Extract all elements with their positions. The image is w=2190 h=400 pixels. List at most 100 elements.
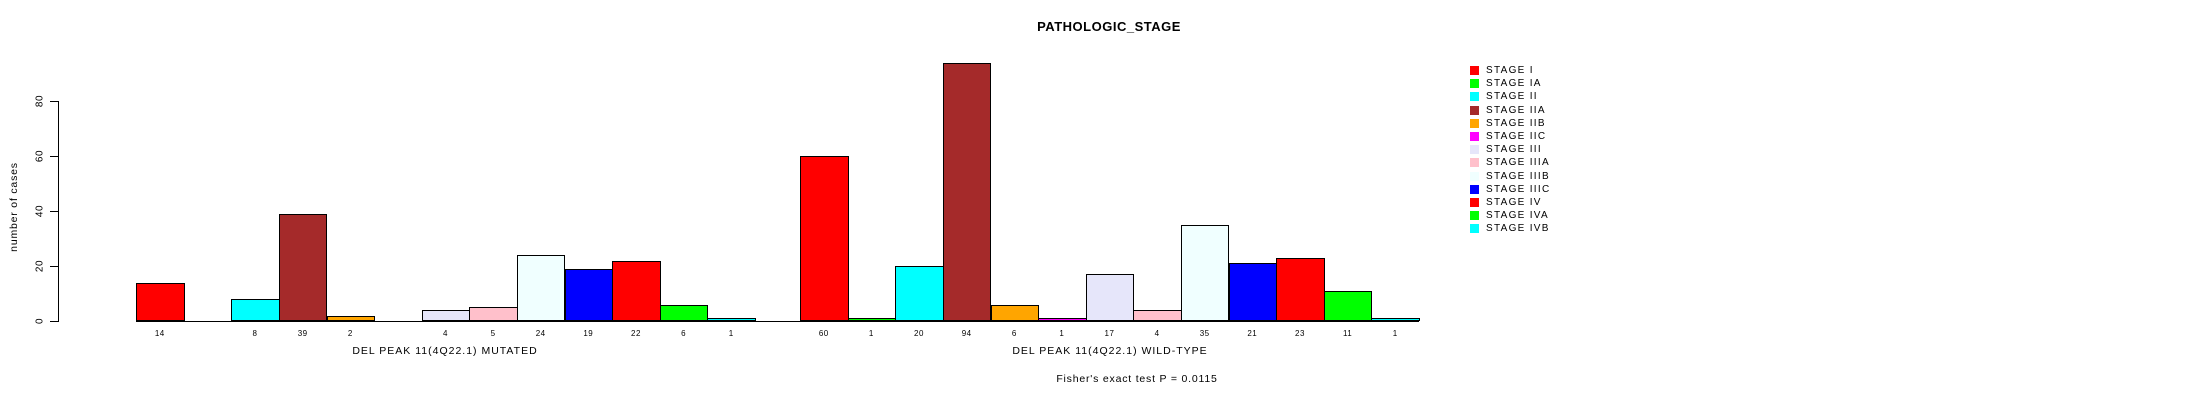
bar: [942, 62, 992, 321]
bar-value-label: 39: [297, 329, 308, 338]
bar-value-label: 6: [1011, 329, 1017, 338]
legend-item: STAGE IIIA: [1470, 156, 1551, 169]
legend-item: STAGE III: [1470, 143, 1551, 156]
legend-item-label: STAGE IIC: [1486, 131, 1547, 143]
legend-item: STAGE IVA: [1470, 209, 1551, 222]
bar-value-label: 22: [631, 329, 641, 338]
legend-item: STAGE IVB: [1470, 222, 1551, 235]
bar: [990, 304, 1040, 321]
legend-color-swatch: [1470, 105, 1479, 115]
y-axis-tick-label: 0: [34, 317, 46, 325]
legend-item-label: STAGE I: [1486, 65, 1534, 77]
fisher-test-annotation: Fisher's exact test P = 0.0115: [1056, 373, 1218, 385]
legend-color-swatch: [1470, 184, 1479, 194]
legend-item: STAGE IIC: [1470, 130, 1551, 143]
bar-value-label: 23: [1295, 329, 1305, 338]
legend-color-swatch: [1470, 171, 1479, 181]
bar-value-label: 60: [818, 329, 829, 338]
legend-item: STAGE IIIB: [1470, 170, 1551, 183]
bar-value-label: 19: [583, 329, 594, 338]
bar-value-label: 11: [1342, 329, 1353, 338]
legend-item: STAGE IV: [1470, 196, 1551, 209]
legend-color-swatch: [1470, 224, 1479, 234]
legend-item-label: STAGE IA: [1486, 78, 1542, 90]
bar: [659, 304, 709, 321]
y-axis-tick: [50, 321, 58, 322]
legend-item: STAGE IIB: [1470, 117, 1551, 130]
legend-item-label: STAGE IIA: [1486, 104, 1546, 116]
bar-value-label: 2: [347, 329, 353, 338]
bar: [1228, 263, 1278, 322]
bar-value-label: 4: [443, 329, 448, 338]
legend: STAGE I STAGE IA STAGE II STAGE IIA STAGE II…: [1470, 64, 1551, 235]
bar: [1085, 274, 1135, 322]
bar: [895, 266, 944, 321]
bar: [1038, 318, 1087, 322]
bar-value-label: 14: [154, 329, 165, 338]
y-axis-tick-label: 40: [34, 204, 46, 218]
bar: [847, 318, 897, 322]
x-axis-baseline: [136, 321, 1419, 322]
legend-item: STAGE I: [1470, 64, 1551, 77]
legend-item-label: STAGE IVB: [1486, 223, 1550, 235]
bar-value-label: 8: [252, 329, 258, 338]
chart-title: PATHOLOGIC_STAGE: [1037, 19, 1181, 34]
bar-value-label: 21: [1247, 329, 1258, 338]
bar: [278, 213, 328, 322]
legend-color-swatch: [1470, 145, 1479, 155]
x-axis-group-label-mutated: DEL PEAK 11(4Q22.1) MUTATED: [352, 345, 538, 357]
bar-value-label: 17: [1104, 329, 1115, 338]
bar-value-label: 6: [681, 329, 687, 338]
bar: [612, 260, 661, 321]
legend-item-label: STAGE IIB: [1486, 117, 1546, 129]
bar: [1323, 290, 1373, 322]
x-axis-group-label-wild-type: DEL PEAK 11(4Q22.1) WILD-TYPE: [1012, 345, 1208, 357]
bar: [231, 299, 280, 321]
bar-value-label: 24: [535, 329, 546, 338]
bar-value-label: 1: [728, 329, 734, 338]
bar: [1276, 257, 1325, 322]
bar: [1371, 318, 1420, 322]
legend-item-label: STAGE II: [1486, 91, 1538, 103]
y-axis-tick: [50, 156, 58, 157]
bar-value-label: 5: [490, 329, 496, 338]
y-axis-tick-label: 80: [34, 94, 46, 108]
bar: [707, 318, 756, 322]
legend-color-swatch: [1470, 92, 1479, 102]
legend-color-swatch: [1470, 158, 1479, 168]
y-axis: [58, 101, 59, 322]
legend-item: STAGE IIIC: [1470, 183, 1551, 196]
bar: [516, 255, 566, 321]
bar-value-label: 4: [1154, 329, 1160, 338]
y-axis-tick: [50, 211, 58, 212]
legend-color-swatch: [1470, 66, 1479, 76]
legend-item-label: STAGE IIIB: [1486, 170, 1550, 182]
legend-item: STAGE II: [1470, 90, 1551, 103]
bar-value-label: 1: [1392, 329, 1398, 338]
bar: [136, 282, 185, 321]
bar: [564, 268, 614, 322]
y-axis-tick: [50, 101, 58, 102]
legend-item: STAGE IIA: [1470, 104, 1551, 117]
y-axis-tick-label: 60: [34, 149, 46, 163]
bar: [469, 307, 518, 322]
legend-item: STAGE IA: [1470, 77, 1551, 90]
legend-color-swatch: [1470, 197, 1479, 207]
bar: [421, 310, 471, 321]
bar-value-label: 20: [914, 329, 924, 338]
bar: [326, 315, 376, 321]
bar: [1133, 310, 1182, 321]
legend-item-label: STAGE IIIC: [1486, 183, 1551, 195]
y-axis-tick-label: 20: [34, 259, 46, 273]
legend-item-label: STAGE IIIA: [1486, 157, 1550, 169]
bar-value-label: 35: [1199, 329, 1210, 338]
y-axis-tick: [50, 266, 58, 267]
legend-color-swatch: [1470, 79, 1479, 89]
bar: [800, 156, 849, 321]
legend-color-swatch: [1470, 118, 1479, 128]
bar-value-label: 1: [1059, 329, 1065, 338]
bar-value-label: 94: [961, 329, 972, 338]
bar-value-label: 1: [868, 329, 874, 338]
